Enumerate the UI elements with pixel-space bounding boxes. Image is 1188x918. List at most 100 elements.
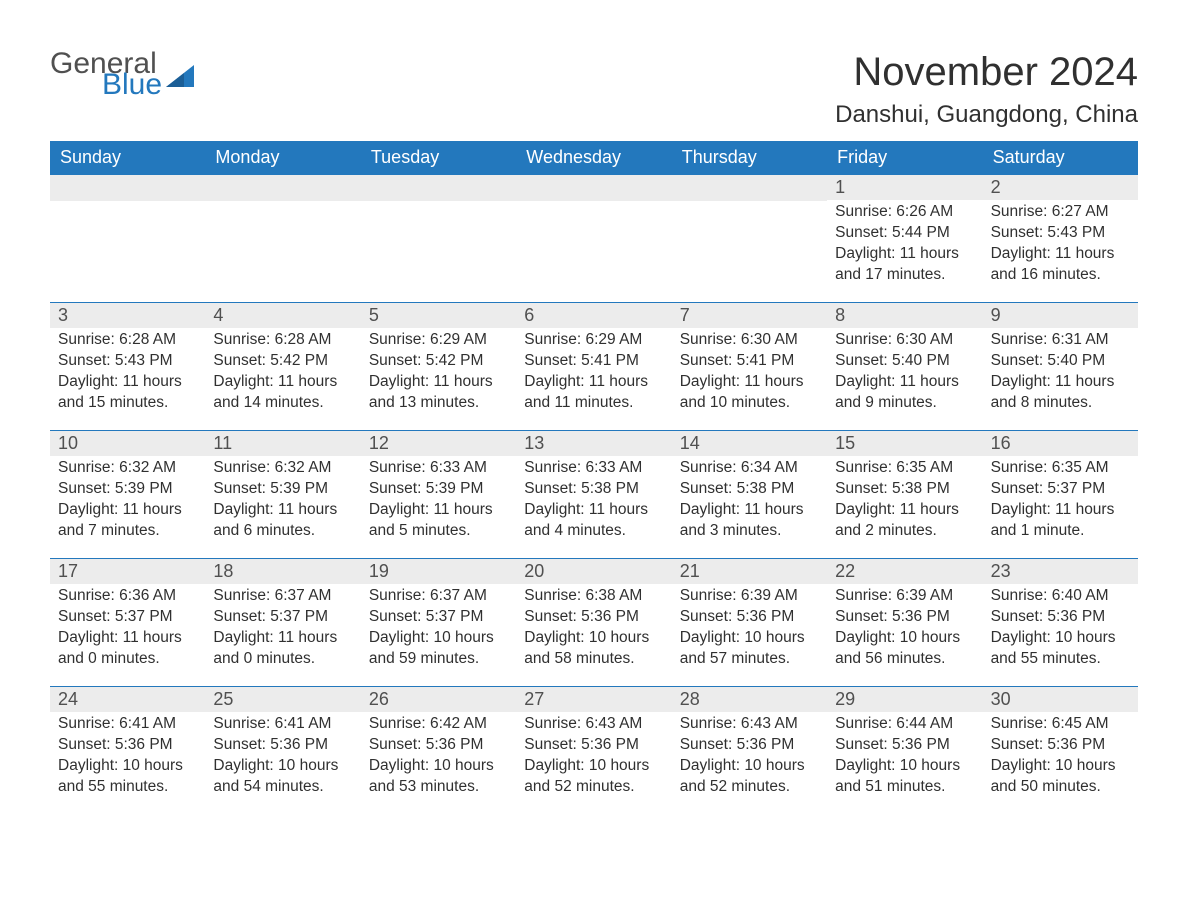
sunrise-text: Sunrise: 6:32 AM <box>58 458 197 479</box>
day-number-empty <box>672 174 827 201</box>
calendar-day-cell: 27Sunrise: 6:43 AMSunset: 5:36 PMDayligh… <box>516 686 671 814</box>
day-body: Sunrise: 6:31 AMSunset: 5:40 PMDaylight:… <box>983 328 1138 418</box>
sunset-text: Sunset: 5:38 PM <box>835 479 974 500</box>
day-number-empty <box>205 174 360 201</box>
daylight-text: Daylight: 10 hours and 58 minutes. <box>524 628 663 670</box>
day-number: 6 <box>516 302 671 328</box>
sunrise-text: Sunrise: 6:29 AM <box>369 330 508 351</box>
day-body: Sunrise: 6:39 AMSunset: 5:36 PMDaylight:… <box>827 584 982 674</box>
day-number: 21 <box>672 558 827 584</box>
sunrise-text: Sunrise: 6:30 AM <box>680 330 819 351</box>
brand-logo: General Blue <box>50 50 194 98</box>
sunrise-text: Sunrise: 6:39 AM <box>835 586 974 607</box>
calendar-week: 10Sunrise: 6:32 AMSunset: 5:39 PMDayligh… <box>50 430 1138 558</box>
calendar-day-cell: 3Sunrise: 6:28 AMSunset: 5:43 PMDaylight… <box>50 302 205 430</box>
calendar-week: 3Sunrise: 6:28 AMSunset: 5:43 PMDaylight… <box>50 302 1138 430</box>
sunset-text: Sunset: 5:39 PM <box>213 479 352 500</box>
sunrise-text: Sunrise: 6:29 AM <box>524 330 663 351</box>
dow-cell: Sunday <box>50 141 205 174</box>
calendar-day-cell: 25Sunrise: 6:41 AMSunset: 5:36 PMDayligh… <box>205 686 360 814</box>
daylight-text: Daylight: 10 hours and 52 minutes. <box>524 756 663 798</box>
day-number: 28 <box>672 686 827 712</box>
sunset-text: Sunset: 5:36 PM <box>991 607 1130 628</box>
sunrise-text: Sunrise: 6:28 AM <box>213 330 352 351</box>
day-number: 25 <box>205 686 360 712</box>
daylight-text: Daylight: 11 hours and 15 minutes. <box>58 372 197 414</box>
calendar-week: 1Sunrise: 6:26 AMSunset: 5:44 PMDaylight… <box>50 174 1138 302</box>
daylight-text: Daylight: 11 hours and 8 minutes. <box>991 372 1130 414</box>
dow-cell: Monday <box>205 141 360 174</box>
calendar-day-cell: 16Sunrise: 6:35 AMSunset: 5:37 PMDayligh… <box>983 430 1138 558</box>
day-body: Sunrise: 6:38 AMSunset: 5:36 PMDaylight:… <box>516 584 671 674</box>
day-body: Sunrise: 6:32 AMSunset: 5:39 PMDaylight:… <box>50 456 205 546</box>
sunrise-text: Sunrise: 6:28 AM <box>58 330 197 351</box>
daylight-text: Daylight: 10 hours and 50 minutes. <box>991 756 1130 798</box>
calendar-day-cell: 2Sunrise: 6:27 AMSunset: 5:43 PMDaylight… <box>983 174 1138 302</box>
sunrise-text: Sunrise: 6:33 AM <box>524 458 663 479</box>
daylight-text: Daylight: 10 hours and 56 minutes. <box>835 628 974 670</box>
calendar-day-cell: 29Sunrise: 6:44 AMSunset: 5:36 PMDayligh… <box>827 686 982 814</box>
sunset-text: Sunset: 5:36 PM <box>680 607 819 628</box>
day-number: 3 <box>50 302 205 328</box>
sunset-text: Sunset: 5:36 PM <box>524 735 663 756</box>
calendar-day-cell: 20Sunrise: 6:38 AMSunset: 5:36 PMDayligh… <box>516 558 671 686</box>
calendar-day-cell: 12Sunrise: 6:33 AMSunset: 5:39 PMDayligh… <box>361 430 516 558</box>
day-number: 20 <box>516 558 671 584</box>
calendar-day-cell: 7Sunrise: 6:30 AMSunset: 5:41 PMDaylight… <box>672 302 827 430</box>
day-body: Sunrise: 6:28 AMSunset: 5:43 PMDaylight:… <box>50 328 205 418</box>
daylight-text: Daylight: 11 hours and 1 minute. <box>991 500 1130 542</box>
sunset-text: Sunset: 5:42 PM <box>369 351 508 372</box>
day-number: 10 <box>50 430 205 456</box>
daylight-text: Daylight: 10 hours and 59 minutes. <box>369 628 508 670</box>
daylight-text: Daylight: 10 hours and 54 minutes. <box>213 756 352 798</box>
dow-cell: Thursday <box>672 141 827 174</box>
day-body: Sunrise: 6:26 AMSunset: 5:44 PMDaylight:… <box>827 200 982 290</box>
calendar-day-cell: 30Sunrise: 6:45 AMSunset: 5:36 PMDayligh… <box>983 686 1138 814</box>
day-body: Sunrise: 6:42 AMSunset: 5:36 PMDaylight:… <box>361 712 516 802</box>
sunrise-text: Sunrise: 6:26 AM <box>835 202 974 223</box>
calendar-day-cell <box>516 174 671 302</box>
sunrise-text: Sunrise: 6:35 AM <box>991 458 1130 479</box>
sunrise-text: Sunrise: 6:40 AM <box>991 586 1130 607</box>
calendar-day-cell: 21Sunrise: 6:39 AMSunset: 5:36 PMDayligh… <box>672 558 827 686</box>
sunset-text: Sunset: 5:37 PM <box>991 479 1130 500</box>
day-number: 5 <box>361 302 516 328</box>
day-number: 19 <box>361 558 516 584</box>
calendar-day-cell: 15Sunrise: 6:35 AMSunset: 5:38 PMDayligh… <box>827 430 982 558</box>
sunset-text: Sunset: 5:43 PM <box>991 223 1130 244</box>
daylight-text: Daylight: 10 hours and 51 minutes. <box>835 756 974 798</box>
daylight-text: Daylight: 11 hours and 16 minutes. <box>991 244 1130 286</box>
calendar-day-cell: 10Sunrise: 6:32 AMSunset: 5:39 PMDayligh… <box>50 430 205 558</box>
sunrise-text: Sunrise: 6:44 AM <box>835 714 974 735</box>
sunset-text: Sunset: 5:36 PM <box>58 735 197 756</box>
calendar-body: 1Sunrise: 6:26 AMSunset: 5:44 PMDaylight… <box>50 174 1138 814</box>
sunset-text: Sunset: 5:42 PM <box>213 351 352 372</box>
calendar-day-cell: 18Sunrise: 6:37 AMSunset: 5:37 PMDayligh… <box>205 558 360 686</box>
daylight-text: Daylight: 10 hours and 53 minutes. <box>369 756 508 798</box>
day-body: Sunrise: 6:33 AMSunset: 5:38 PMDaylight:… <box>516 456 671 546</box>
sunrise-text: Sunrise: 6:32 AM <box>213 458 352 479</box>
calendar-day-cell: 5Sunrise: 6:29 AMSunset: 5:42 PMDaylight… <box>361 302 516 430</box>
day-number: 22 <box>827 558 982 584</box>
daylight-text: Daylight: 11 hours and 0 minutes. <box>213 628 352 670</box>
month-title: November 2024 <box>835 50 1138 95</box>
sunrise-text: Sunrise: 6:37 AM <box>369 586 508 607</box>
day-number: 11 <box>205 430 360 456</box>
sunrise-text: Sunrise: 6:31 AM <box>991 330 1130 351</box>
daylight-text: Daylight: 11 hours and 10 minutes. <box>680 372 819 414</box>
sunset-text: Sunset: 5:38 PM <box>524 479 663 500</box>
calendar-day-cell: 19Sunrise: 6:37 AMSunset: 5:37 PMDayligh… <box>361 558 516 686</box>
daylight-text: Daylight: 11 hours and 2 minutes. <box>835 500 974 542</box>
sunset-text: Sunset: 5:44 PM <box>835 223 974 244</box>
sunset-text: Sunset: 5:36 PM <box>835 607 974 628</box>
sunset-text: Sunset: 5:37 PM <box>58 607 197 628</box>
daylight-text: Daylight: 11 hours and 3 minutes. <box>680 500 819 542</box>
daylight-text: Daylight: 10 hours and 57 minutes. <box>680 628 819 670</box>
calendar-day-cell: 28Sunrise: 6:43 AMSunset: 5:36 PMDayligh… <box>672 686 827 814</box>
sunset-text: Sunset: 5:37 PM <box>369 607 508 628</box>
calendar-day-cell: 24Sunrise: 6:41 AMSunset: 5:36 PMDayligh… <box>50 686 205 814</box>
calendar-week: 17Sunrise: 6:36 AMSunset: 5:37 PMDayligh… <box>50 558 1138 686</box>
dow-cell: Friday <box>827 141 982 174</box>
day-number: 8 <box>827 302 982 328</box>
day-body: Sunrise: 6:44 AMSunset: 5:36 PMDaylight:… <box>827 712 982 802</box>
